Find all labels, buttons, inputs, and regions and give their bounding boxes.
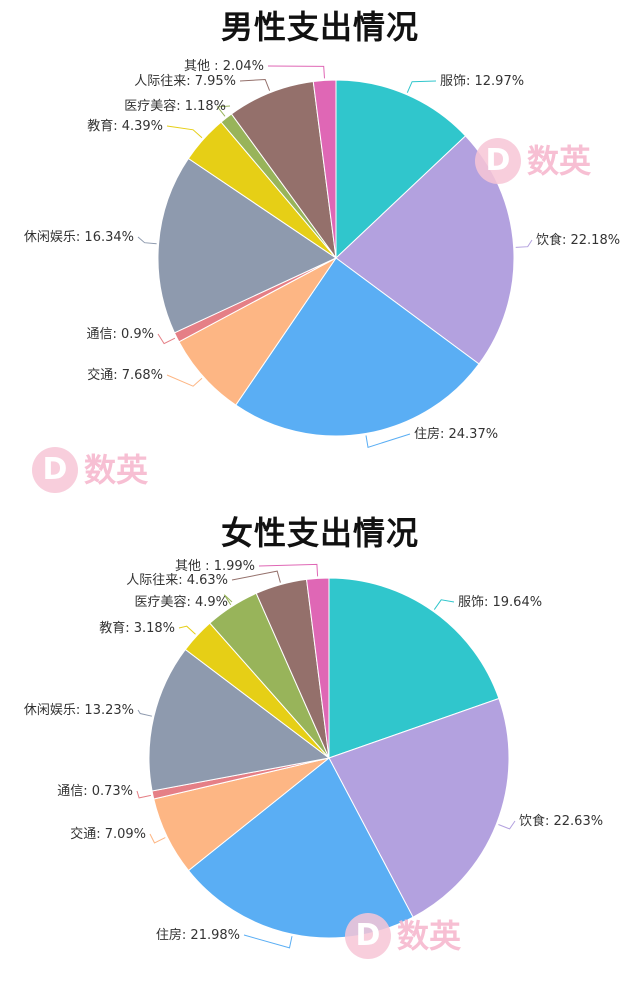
watermark-circle-icon bbox=[475, 138, 521, 184]
leader-line-women-9 bbox=[258, 563, 319, 577]
slice-label-women-1: 饮食: 22.63% bbox=[519, 813, 603, 829]
watermark-letter: D bbox=[355, 918, 381, 953]
slice-label-men-1: 饮食: 22.18% bbox=[536, 232, 620, 248]
pie-slice-men-9 bbox=[312, 79, 337, 259]
pie-slice-women-1 bbox=[328, 697, 510, 918]
pie-slice-men-5 bbox=[157, 157, 338, 334]
watermark-logo: D 数英 bbox=[345, 913, 485, 959]
pie-slice-men-0 bbox=[335, 79, 467, 260]
leader-line-men-6 bbox=[166, 125, 203, 139]
slice-label-women-7: 医疗美容: 4.9% bbox=[134, 594, 228, 610]
pie-slice-men-2 bbox=[235, 257, 480, 437]
pie-chart-men: 服饰: 12.97% 饮食: 22.18% 住房: 24.37% 交通: 7.68% 通… bbox=[24, 59, 620, 448]
slice-label-men-0: 服饰: 12.97% bbox=[440, 74, 524, 89]
slice-label-men-4: 通信: 0.9% bbox=[86, 327, 154, 342]
slice-label-men-7: 医疗美容: 1.18% bbox=[124, 98, 226, 114]
slice-label-men-5: 休闲娱乐: 16.34% bbox=[24, 230, 134, 245]
leader-line-women-4 bbox=[136, 790, 152, 799]
leader-line-women-2 bbox=[243, 934, 293, 949]
slice-label-men-2: 住房: 24.37% bbox=[414, 426, 498, 442]
leader-line-women-3 bbox=[149, 833, 166, 844]
chart-title-women: 女性支出情况 bbox=[220, 514, 419, 552]
slice-label-women-5: 休闲娱乐: 13.23% bbox=[24, 703, 134, 718]
leader-line-men-9 bbox=[267, 65, 325, 79]
leader-line-women-6 bbox=[178, 625, 196, 635]
watermark-text: 数英 bbox=[397, 917, 462, 955]
slice-label-women-9: 其他 : 1.99% bbox=[175, 559, 255, 574]
watermark-letter: D bbox=[485, 143, 511, 178]
slice-label-women-0: 服饰: 19.64% bbox=[458, 595, 542, 610]
leader-line-men-3 bbox=[166, 374, 203, 387]
pie-slice-women-9 bbox=[305, 577, 330, 759]
slice-label-men-6: 教育: 4.39% bbox=[87, 118, 163, 134]
slice-label-men-3: 交通: 7.68% bbox=[87, 367, 163, 383]
leader-line-women-5 bbox=[137, 709, 153, 717]
leader-line-women-0 bbox=[433, 599, 455, 610]
slice-label-women-4: 通信: 0.73% bbox=[57, 784, 133, 799]
slice-label-men-8: 人际往来: 7.95% bbox=[134, 74, 236, 89]
leader-line-men-8 bbox=[239, 78, 271, 91]
watermark-circle-icon bbox=[32, 447, 78, 493]
watermark-text: 数英 bbox=[84, 451, 149, 489]
watermark-circle-icon bbox=[345, 913, 391, 959]
slice-label-women-8: 人际往来: 4.63% bbox=[126, 573, 228, 588]
leader-line-women-8 bbox=[231, 570, 281, 583]
leader-line-men-0 bbox=[406, 80, 437, 93]
slice-label-men-9: 其他 : 2.04% bbox=[184, 59, 264, 74]
pie-slice-women-5 bbox=[148, 648, 331, 792]
slice-label-women-2: 住房: 21.98% bbox=[156, 927, 240, 943]
watermark-logo: D 数英 bbox=[32, 447, 172, 493]
watermark-text: 数英 bbox=[527, 142, 592, 180]
leader-line-men-7 bbox=[216, 105, 231, 117]
leader-line-women-1 bbox=[498, 820, 516, 830]
slice-label-women-3: 交通: 7.09% bbox=[70, 826, 146, 842]
slice-label-women-6: 教育: 3.18% bbox=[99, 620, 175, 636]
leader-line-men-5 bbox=[137, 236, 157, 245]
leader-line-men-4 bbox=[157, 333, 176, 345]
leader-line-men-2 bbox=[365, 433, 411, 448]
leader-line-men-1 bbox=[515, 239, 533, 248]
leader-line-women-7 bbox=[223, 594, 233, 606]
watermark-logo: D 数英 bbox=[475, 138, 615, 184]
chart-title-men: 男性支出情况 bbox=[220, 8, 419, 46]
watermark-letter: D bbox=[42, 452, 68, 487]
